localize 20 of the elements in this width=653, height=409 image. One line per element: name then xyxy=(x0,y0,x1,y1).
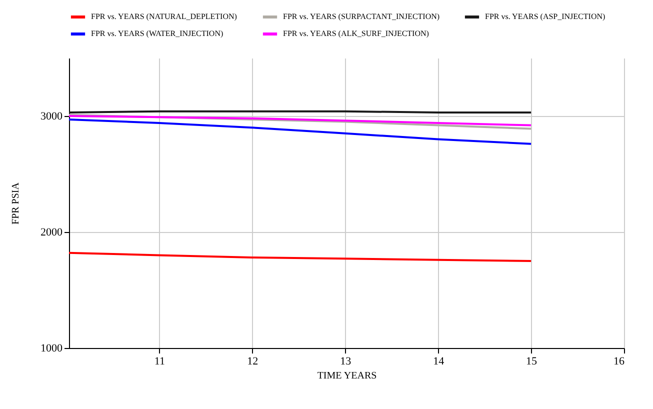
legend-label: FPR vs. YEARS (ALK_SURF_INJECTION) xyxy=(283,29,430,38)
y-tick-label: 2000 xyxy=(40,226,63,238)
legend-label: FPR vs. YEARS (ASP_INJECTION) xyxy=(485,12,606,21)
line-series xyxy=(68,114,532,130)
line-series xyxy=(68,115,532,126)
x-tick-label: 14 xyxy=(433,356,445,368)
y-axis-title: FPR PSIA xyxy=(10,182,22,224)
x-tick-label: 16 xyxy=(614,356,625,368)
y-tick-label: 1000 xyxy=(40,342,63,354)
legend-label: FPR vs. YEARS (SURPACTANT_INJECTION) xyxy=(283,12,440,21)
legend-label: FPR vs. YEARS (WATER_INJECTION) xyxy=(91,29,224,38)
x-tick-label: 11 xyxy=(154,356,165,368)
line-series xyxy=(68,118,532,145)
x-tick-label: 15 xyxy=(526,356,538,368)
legend-label: FPR vs. YEARS (NATURAL_DEPLETION) xyxy=(91,12,238,21)
x-axis-title: TIME YEARS xyxy=(317,370,377,382)
line-series xyxy=(68,252,532,262)
y-tick-label: 3000 xyxy=(40,110,63,122)
x-tick-label: 13 xyxy=(340,356,352,368)
x-tick-label: 12 xyxy=(247,356,258,368)
